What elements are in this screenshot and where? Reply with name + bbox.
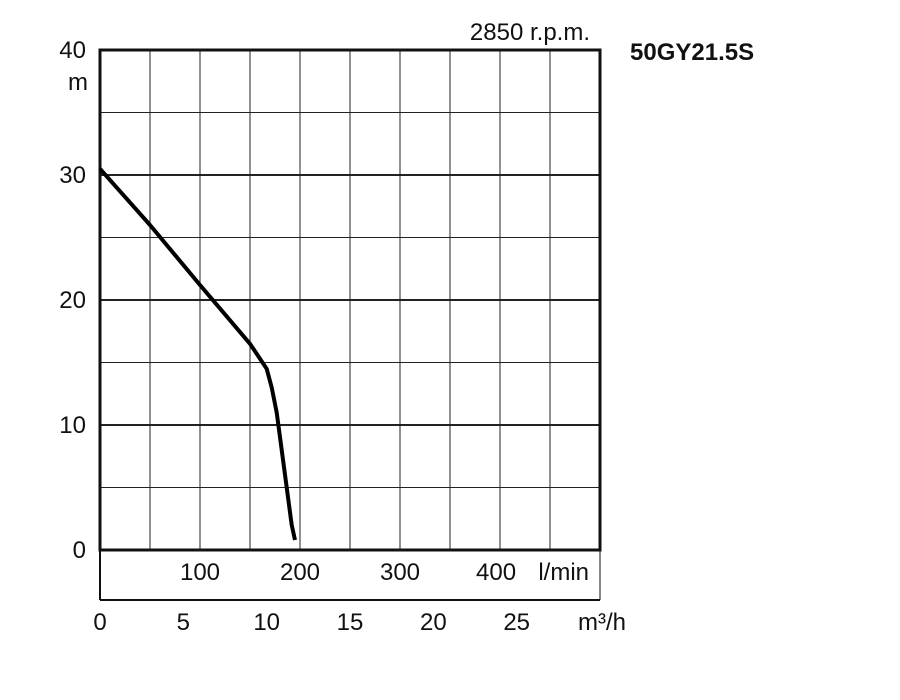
y-tick-label: 20 (59, 287, 86, 314)
m3h-tick-label: 15 (337, 609, 364, 636)
m3h-tick-label: 25 (503, 609, 530, 636)
m3h-tick-label: 20 (420, 609, 447, 636)
chart-grid (100, 50, 600, 550)
m3h-unit-label: m³/h (578, 609, 626, 636)
plot-frame (98, 48, 602, 552)
model-label: 50GY21.5S (630, 39, 754, 66)
chart-axes (98, 48, 602, 601)
lmin-tick-label: 300 (380, 559, 420, 586)
lmin-tick-label: 200 (280, 559, 320, 586)
y-tick-label: 30 (59, 162, 86, 189)
performance-curve (98, 167, 297, 541)
m3h-tick-label: 5 (177, 609, 190, 636)
curve-layer (98, 167, 297, 541)
m3h-tick-label: 10 (253, 609, 280, 636)
y-tick-label: 40 (59, 37, 86, 64)
lmin-tick-label: 400 (476, 559, 516, 586)
y-axis-unit: m (68, 69, 88, 96)
lmin-tick-label: 100 (180, 559, 220, 586)
lmin-unit-label: l/min (538, 559, 589, 586)
chart-labels: 0 10 20 30 40 m 100 200 300 400 l/min 0 5 10 15 20 25 m³/… (59, 19, 754, 636)
y-tick-label: 10 (59, 412, 86, 439)
speed-label: 2850 r.p.m. (470, 19, 590, 46)
y-tick-label: 0 (73, 537, 86, 564)
m3h-tick-label: 0 (93, 609, 106, 636)
